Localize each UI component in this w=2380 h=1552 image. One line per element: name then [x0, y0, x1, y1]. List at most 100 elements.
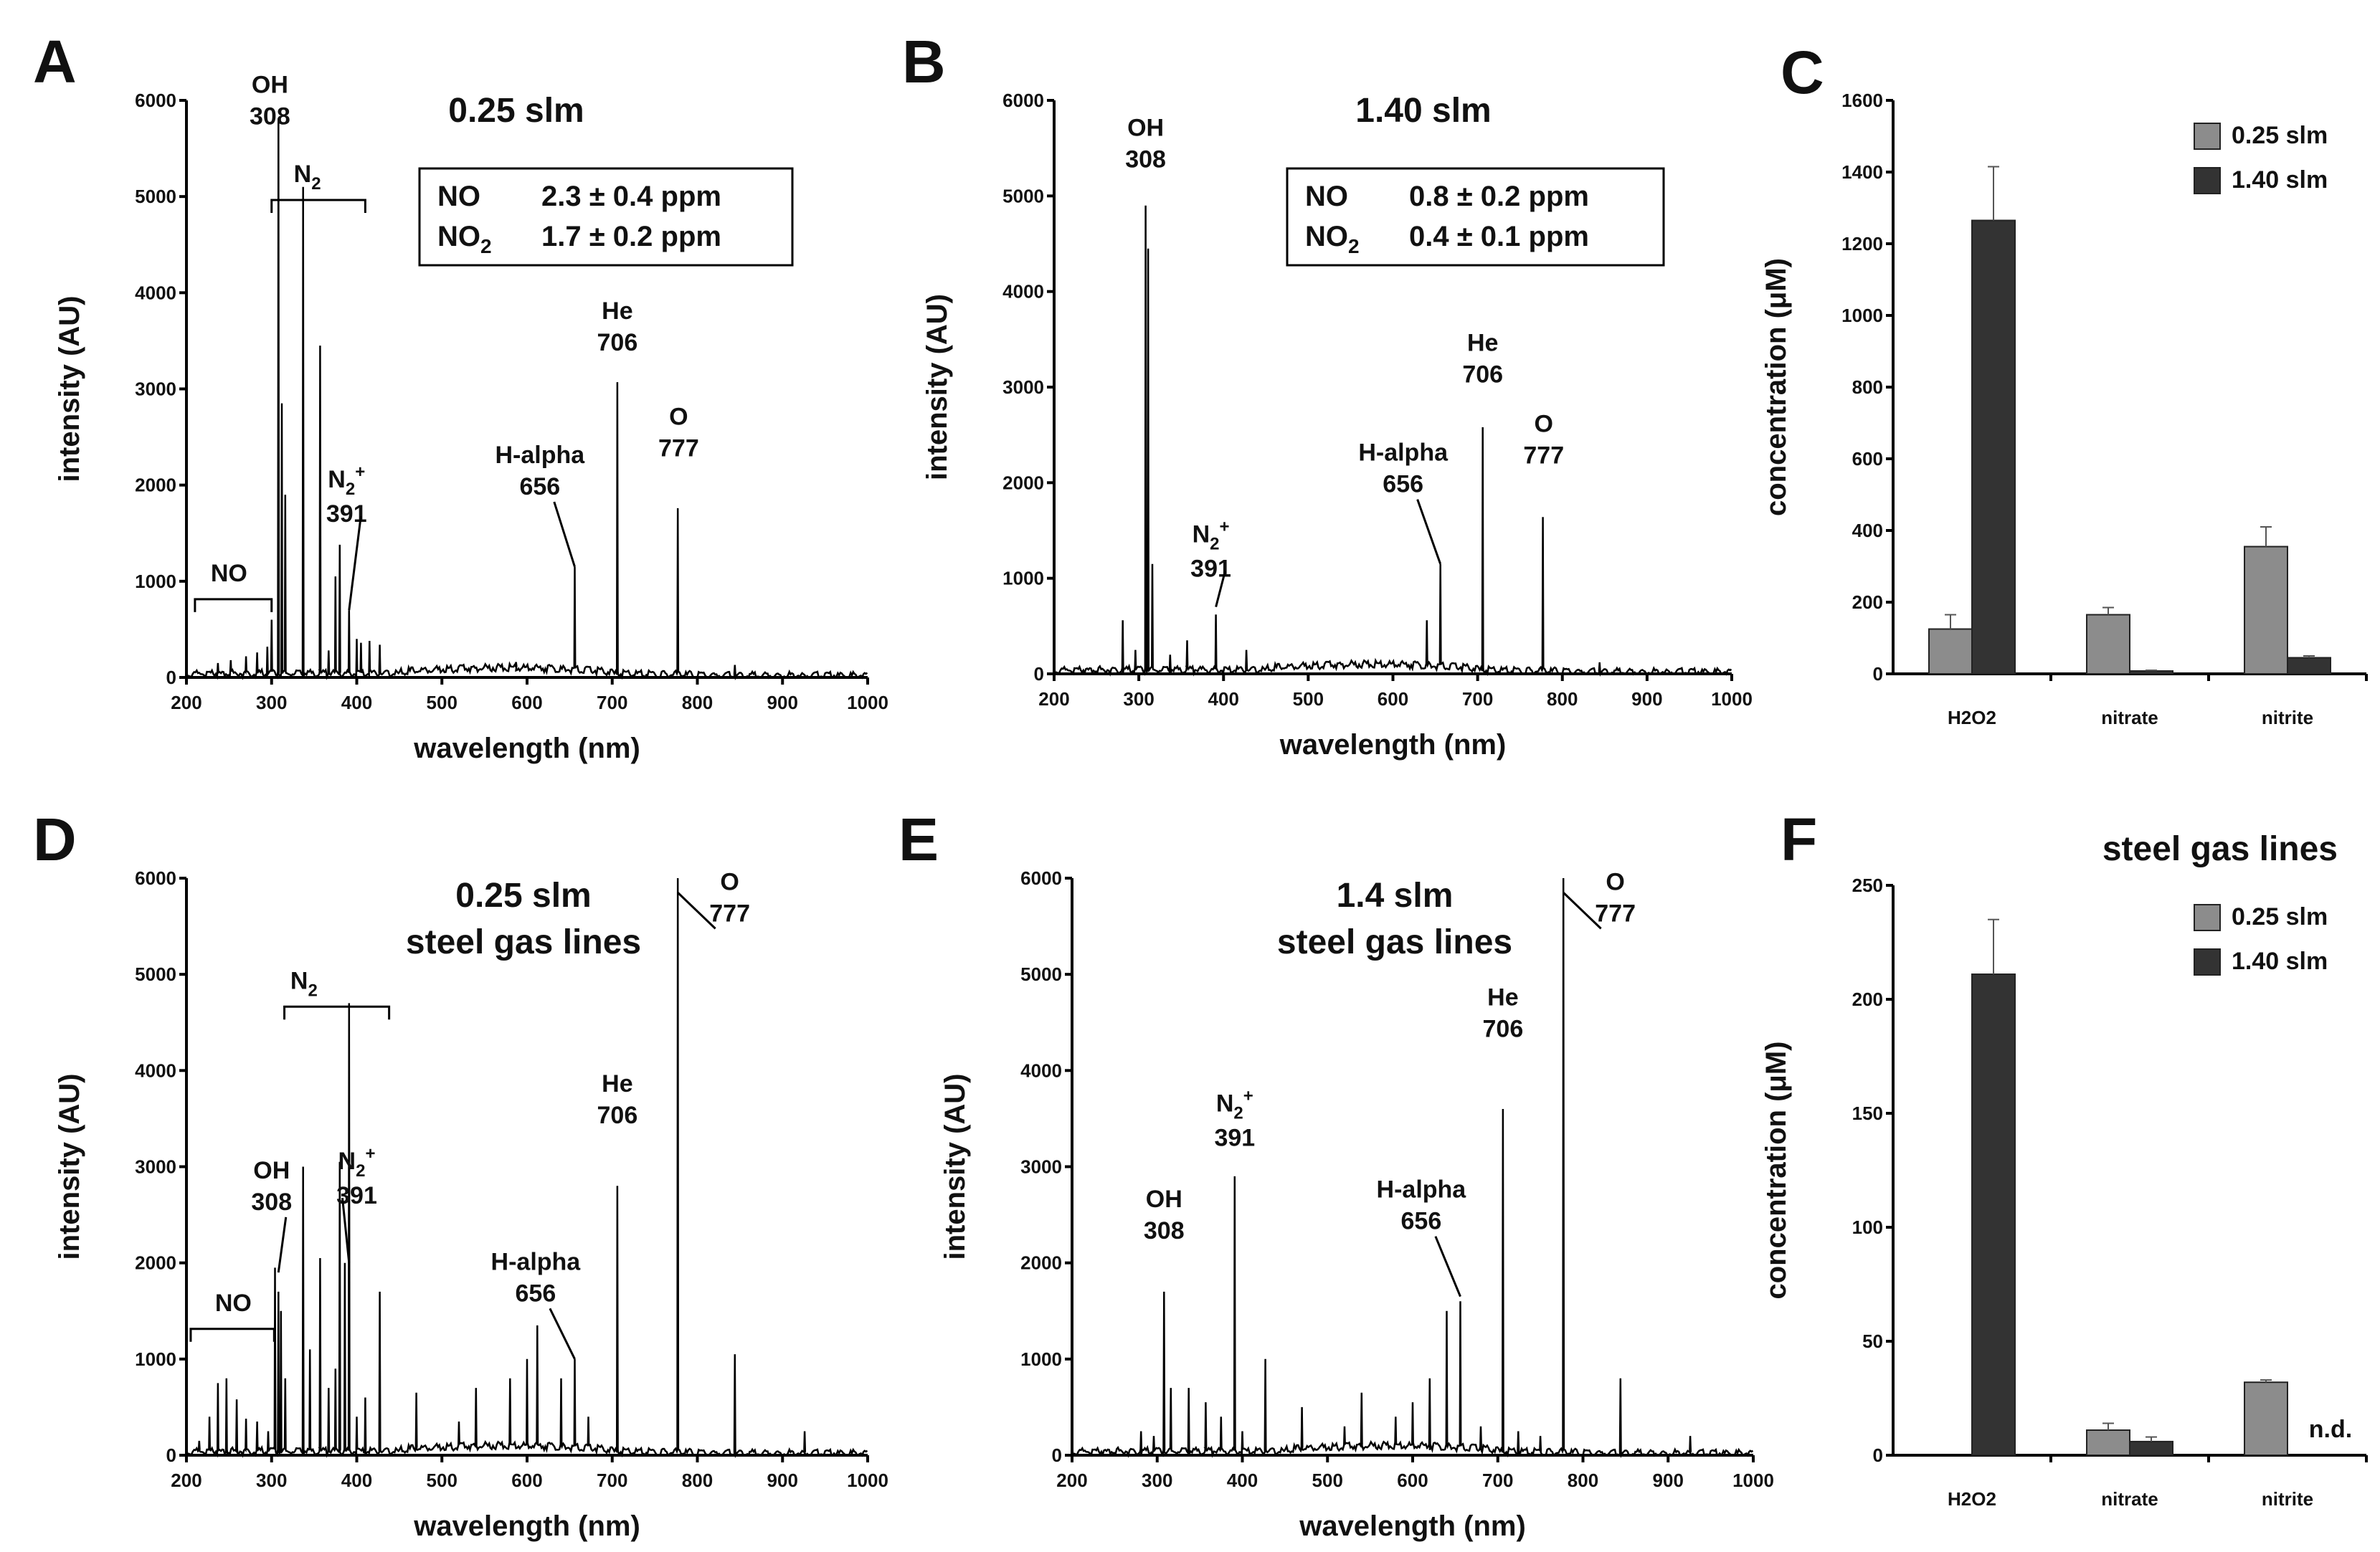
bar: [2244, 546, 2288, 675]
panel-label: D: [33, 806, 77, 873]
bracket: [270, 199, 366, 214]
y-tick-label: 3000: [135, 379, 176, 400]
panel-f: F 0 50 100 150 200 250 concentration (μM) H2O2 ni…: [1760, 806, 2368, 1510]
annotation-o: 777: [1595, 900, 1636, 927]
panel-label: B: [902, 28, 946, 95]
x-tick-label: 1000: [847, 1470, 888, 1491]
legend-label: 1.40 slm: [2232, 948, 2328, 975]
chart-subtitle: steel gas lines: [1277, 923, 1512, 961]
legend-label: 0.25 slm: [2232, 903, 2328, 930]
x-tick-label: 300: [1123, 688, 1154, 710]
y-axis-label: intensity (AU): [54, 1074, 85, 1260]
annotation-n2-plus: N2+: [328, 462, 365, 499]
x-axis-label: wavelength (nm): [413, 1510, 640, 1542]
panel-b: B 0 1000 2000 3000 4000 5000 6000 200 300 400 500 60…: [902, 28, 1753, 761]
annotation-o: O: [720, 868, 739, 895]
leader-line: [549, 1308, 576, 1360]
leader-line: [1434, 1236, 1461, 1298]
bracket: [283, 1005, 391, 1020]
annotation-h-alpha: H-alpha: [1377, 1176, 1467, 1204]
x-tick-label: 1000: [847, 692, 888, 713]
y-tick-label: 50: [1862, 1330, 1883, 1352]
annotation-o: 777: [1523, 442, 1564, 470]
category-label: nitrite: [2262, 707, 2313, 728]
bar: [2244, 1381, 2288, 1456]
annotation-oh: OH: [1127, 114, 1164, 141]
annotation-h-alpha: 656: [519, 473, 560, 500]
chart-title: 0.25 slm: [455, 877, 591, 915]
y-axis-label: intensity (AU): [54, 296, 85, 482]
bracket: [189, 1328, 275, 1342]
y-tick-label: 1000: [1002, 568, 1044, 589]
x-tick-label: 200: [171, 692, 202, 713]
x-tick-label: 300: [256, 692, 287, 713]
y-tick-label: 0: [166, 1444, 176, 1466]
y-tick-label: 0: [166, 667, 176, 688]
category-label: H2O2: [1948, 707, 1996, 728]
x-tick-label: 800: [1568, 1470, 1598, 1491]
y-tick-label: 150: [1852, 1103, 1883, 1124]
bar: [1971, 973, 2016, 1456]
leader-line: [677, 892, 716, 930]
annotation-no: NO: [211, 560, 247, 587]
y-tick-label: 4000: [1002, 281, 1044, 303]
concentration-value: 0.4 ± 0.1 ppm: [1409, 221, 1589, 252]
y-tick-label: 1000: [1020, 1348, 1062, 1370]
species-label: NO: [1305, 181, 1348, 212]
x-tick-label: 500: [1312, 1470, 1343, 1491]
x-tick-label: 200: [1038, 688, 1069, 710]
annotation-n2: N2: [290, 967, 318, 1000]
annotation-oh: 308: [251, 1189, 292, 1216]
spectrum-line: [1071, 877, 1754, 1459]
x-tick-label: 900: [767, 1470, 798, 1491]
x-tick-label: 700: [597, 692, 627, 713]
bar: [2129, 670, 2173, 675]
bar: [2287, 657, 2331, 675]
y-tick-label: 1600: [1841, 90, 1883, 111]
not-detected-label: n.d.: [2309, 1416, 2352, 1443]
annotation-h-alpha: 656: [516, 1280, 556, 1307]
y-tick-label: 1400: [1841, 161, 1883, 183]
concentration-value: 0.8 ± 0.2 ppm: [1409, 181, 1589, 212]
chart-title: steel gas lines: [2102, 830, 2338, 868]
leader-line: [348, 516, 362, 611]
y-tick-label: 5000: [1002, 185, 1044, 206]
annotation-wavelength: 391: [1214, 1125, 1255, 1152]
x-tick-label: 700: [1462, 688, 1493, 710]
leader-line: [277, 1217, 288, 1273]
annotation-o: O: [669, 403, 688, 430]
panel-label: C: [1781, 39, 1824, 106]
y-tick-label: 6000: [1002, 90, 1044, 111]
y-tick-label: 5000: [1020, 963, 1062, 985]
y-tick-label: 5000: [135, 963, 176, 985]
chart-title: 0.25 slm: [448, 92, 584, 130]
x-tick-label: 800: [682, 692, 713, 713]
x-tick-label: 600: [511, 1470, 542, 1491]
y-tick-label: 2000: [1002, 472, 1044, 493]
y-tick-label: 4000: [135, 282, 176, 303]
annotation-he: He: [1467, 329, 1498, 356]
y-tick-label: 1000: [135, 571, 176, 592]
panel-label: E: [899, 806, 939, 873]
chart-title: 1.4 slm: [1337, 877, 1454, 915]
y-tick-label: 200: [1852, 591, 1883, 613]
bar: [2086, 1429, 2130, 1457]
annotation-o: O: [1606, 868, 1624, 895]
y-tick-label: 800: [1852, 376, 1883, 398]
bar: [2129, 1440, 2173, 1457]
y-axis-label: concentration (μM): [1760, 258, 1792, 516]
x-tick-label: 400: [1208, 688, 1239, 710]
panel-e: E 0 1000 2000 3000 4000 5000 6000 200 300 400 500 60…: [899, 806, 1774, 1542]
y-tick-label: 3000: [1020, 1156, 1062, 1178]
x-tick-label: 900: [767, 692, 798, 713]
x-tick-label: 400: [1227, 1470, 1258, 1491]
panel-d: D 0 1000 2000 3000 4000 5000 6000 200 300 400 500 60…: [33, 806, 888, 1542]
bar: [1971, 219, 2016, 675]
annotation-oh: OH: [252, 72, 288, 99]
annotation-h-alpha: H-alpha: [1358, 439, 1449, 467]
y-tick-label: 6000: [135, 90, 176, 111]
legend-swatch: [2194, 123, 2221, 150]
y-axis-label: intensity (AU): [939, 1074, 971, 1260]
panel-label: F: [1781, 806, 1817, 873]
